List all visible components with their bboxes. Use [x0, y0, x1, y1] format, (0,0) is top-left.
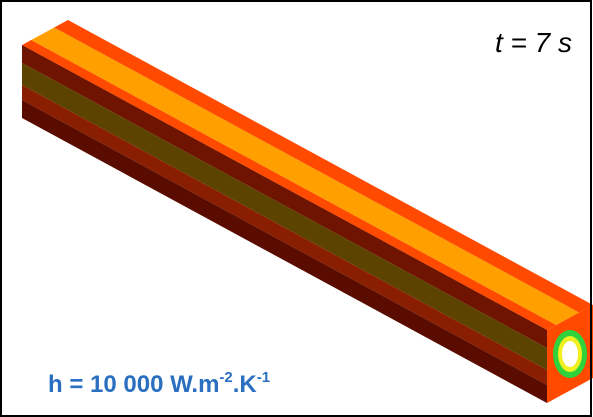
- coefficient-label: h = 10 000 W.m-2.K-1: [48, 369, 270, 398]
- label-part: .K: [233, 371, 258, 398]
- figure: t = 7 s h = 10 000 W.m-2.K-1: [0, 0, 593, 417]
- end-core: [562, 341, 578, 367]
- page: t = 7 s h = 10 000 W.m-2.K-1 (() => { co…: [0, 0, 593, 417]
- label-exponent: -2: [219, 369, 232, 386]
- label-exponent: -1: [257, 369, 270, 386]
- time-label: t = 7 s: [495, 27, 572, 58]
- label-part: h = 10 000 W.m: [48, 371, 219, 398]
